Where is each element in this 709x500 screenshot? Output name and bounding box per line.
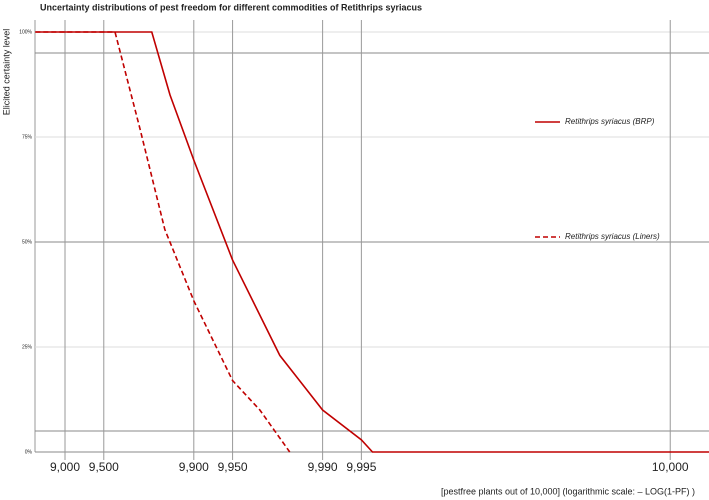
y-axis-label: Elicited certainty level [1, 29, 11, 116]
x-axis-label: [pestfree plants out of 10,000] (logarit… [441, 486, 695, 496]
x-tick-label: 9,500 [89, 460, 119, 474]
x-tick-label: 9,950 [218, 460, 248, 474]
x-tick-label: 9,995 [346, 460, 376, 474]
x-tick-label: 9,900 [179, 460, 209, 474]
line-series [35, 31, 291, 453]
line-series [35, 31, 709, 453]
chart-title: Uncertainty distributions of pest freedo… [40, 2, 422, 12]
x-tick-label: 9,990 [308, 460, 338, 474]
legend-label: Retithrips syriacus (Liners) [565, 232, 660, 241]
y-tick-label: 50% [22, 239, 33, 245]
x-tick-label: 9,000 [50, 460, 80, 474]
legend-label: Retithrips syriacus (BRP) [565, 117, 655, 126]
x-tick-label: 10,000 [652, 460, 689, 474]
y-tick-label: 100% [19, 29, 32, 35]
y-tick-label: 25% [22, 344, 33, 350]
y-tick-label: 0% [25, 449, 33, 455]
y-tick-label: 75% [22, 134, 33, 140]
